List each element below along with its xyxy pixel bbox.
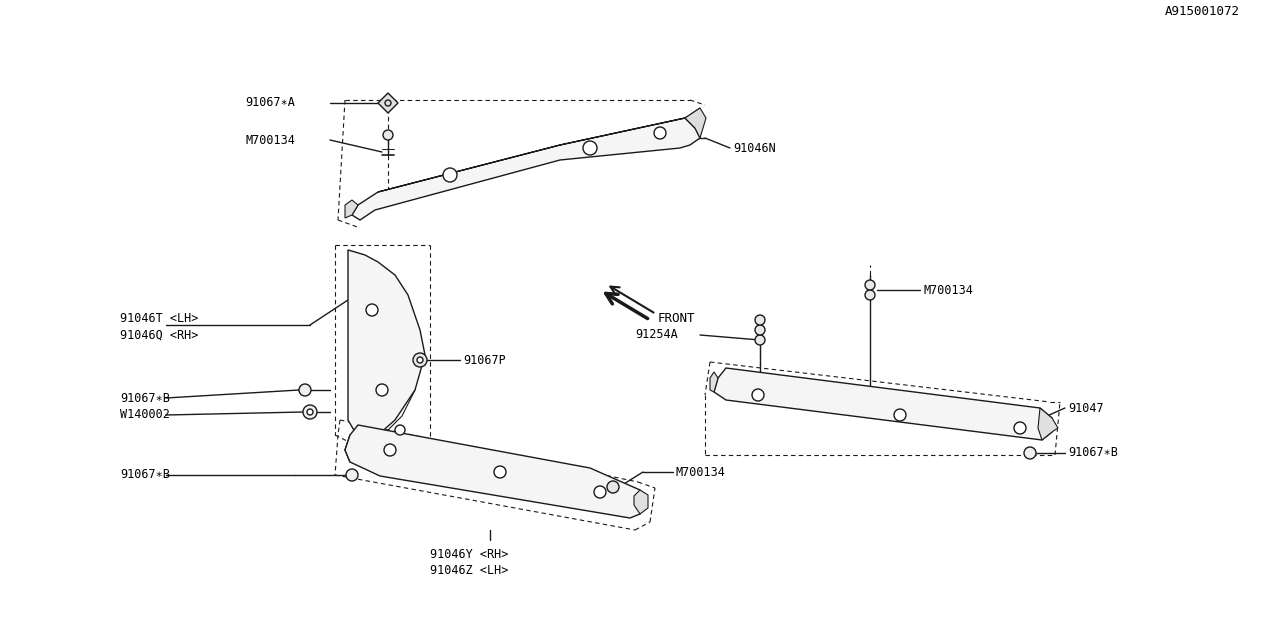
Circle shape <box>346 469 358 481</box>
Polygon shape <box>348 250 425 438</box>
Polygon shape <box>378 108 700 192</box>
Circle shape <box>582 141 596 155</box>
Polygon shape <box>685 108 707 138</box>
Circle shape <box>1024 447 1036 459</box>
Text: 91047: 91047 <box>1068 401 1103 415</box>
Circle shape <box>594 486 605 498</box>
Text: M700134: M700134 <box>676 465 726 479</box>
Circle shape <box>494 466 506 478</box>
Text: A915001072: A915001072 <box>1165 5 1240 18</box>
Polygon shape <box>1038 408 1059 440</box>
Circle shape <box>755 315 765 325</box>
Polygon shape <box>634 490 648 514</box>
Circle shape <box>607 481 620 493</box>
Text: 91067P: 91067P <box>463 353 506 367</box>
Text: 91254A: 91254A <box>635 328 677 342</box>
Polygon shape <box>346 425 643 518</box>
Circle shape <box>893 409 906 421</box>
Circle shape <box>396 425 404 435</box>
Circle shape <box>307 409 314 415</box>
Text: 91046T <LH>: 91046T <LH> <box>120 312 198 324</box>
Circle shape <box>376 384 388 396</box>
Polygon shape <box>710 372 718 392</box>
Text: FRONT: FRONT <box>658 312 695 324</box>
Text: 91067∗B: 91067∗B <box>120 392 170 404</box>
Circle shape <box>755 325 765 335</box>
Circle shape <box>1014 422 1027 434</box>
Circle shape <box>753 389 764 401</box>
Circle shape <box>417 357 422 363</box>
Circle shape <box>865 290 876 300</box>
Text: 91067∗B: 91067∗B <box>1068 447 1117 460</box>
Text: M700134: M700134 <box>244 134 294 147</box>
Polygon shape <box>378 93 398 113</box>
Text: 91046Z <LH>: 91046Z <LH> <box>430 563 508 577</box>
Circle shape <box>443 168 457 182</box>
Text: 91046Q <RH>: 91046Q <RH> <box>120 328 198 342</box>
Circle shape <box>300 384 311 396</box>
Circle shape <box>865 280 876 290</box>
Circle shape <box>383 130 393 140</box>
Circle shape <box>413 353 428 367</box>
Text: W140002: W140002 <box>120 408 170 422</box>
Circle shape <box>303 405 317 419</box>
Text: 91067∗B: 91067∗B <box>120 468 170 481</box>
Circle shape <box>654 127 666 139</box>
Circle shape <box>384 444 396 456</box>
Text: 91046N: 91046N <box>733 141 776 154</box>
Text: 91067∗A: 91067∗A <box>244 97 294 109</box>
Polygon shape <box>352 118 700 220</box>
Circle shape <box>366 304 378 316</box>
Circle shape <box>755 335 765 345</box>
Polygon shape <box>346 200 358 218</box>
Polygon shape <box>714 368 1052 440</box>
Circle shape <box>385 100 390 106</box>
Text: M700134: M700134 <box>923 284 973 296</box>
Text: 91046Y <RH>: 91046Y <RH> <box>430 548 508 561</box>
